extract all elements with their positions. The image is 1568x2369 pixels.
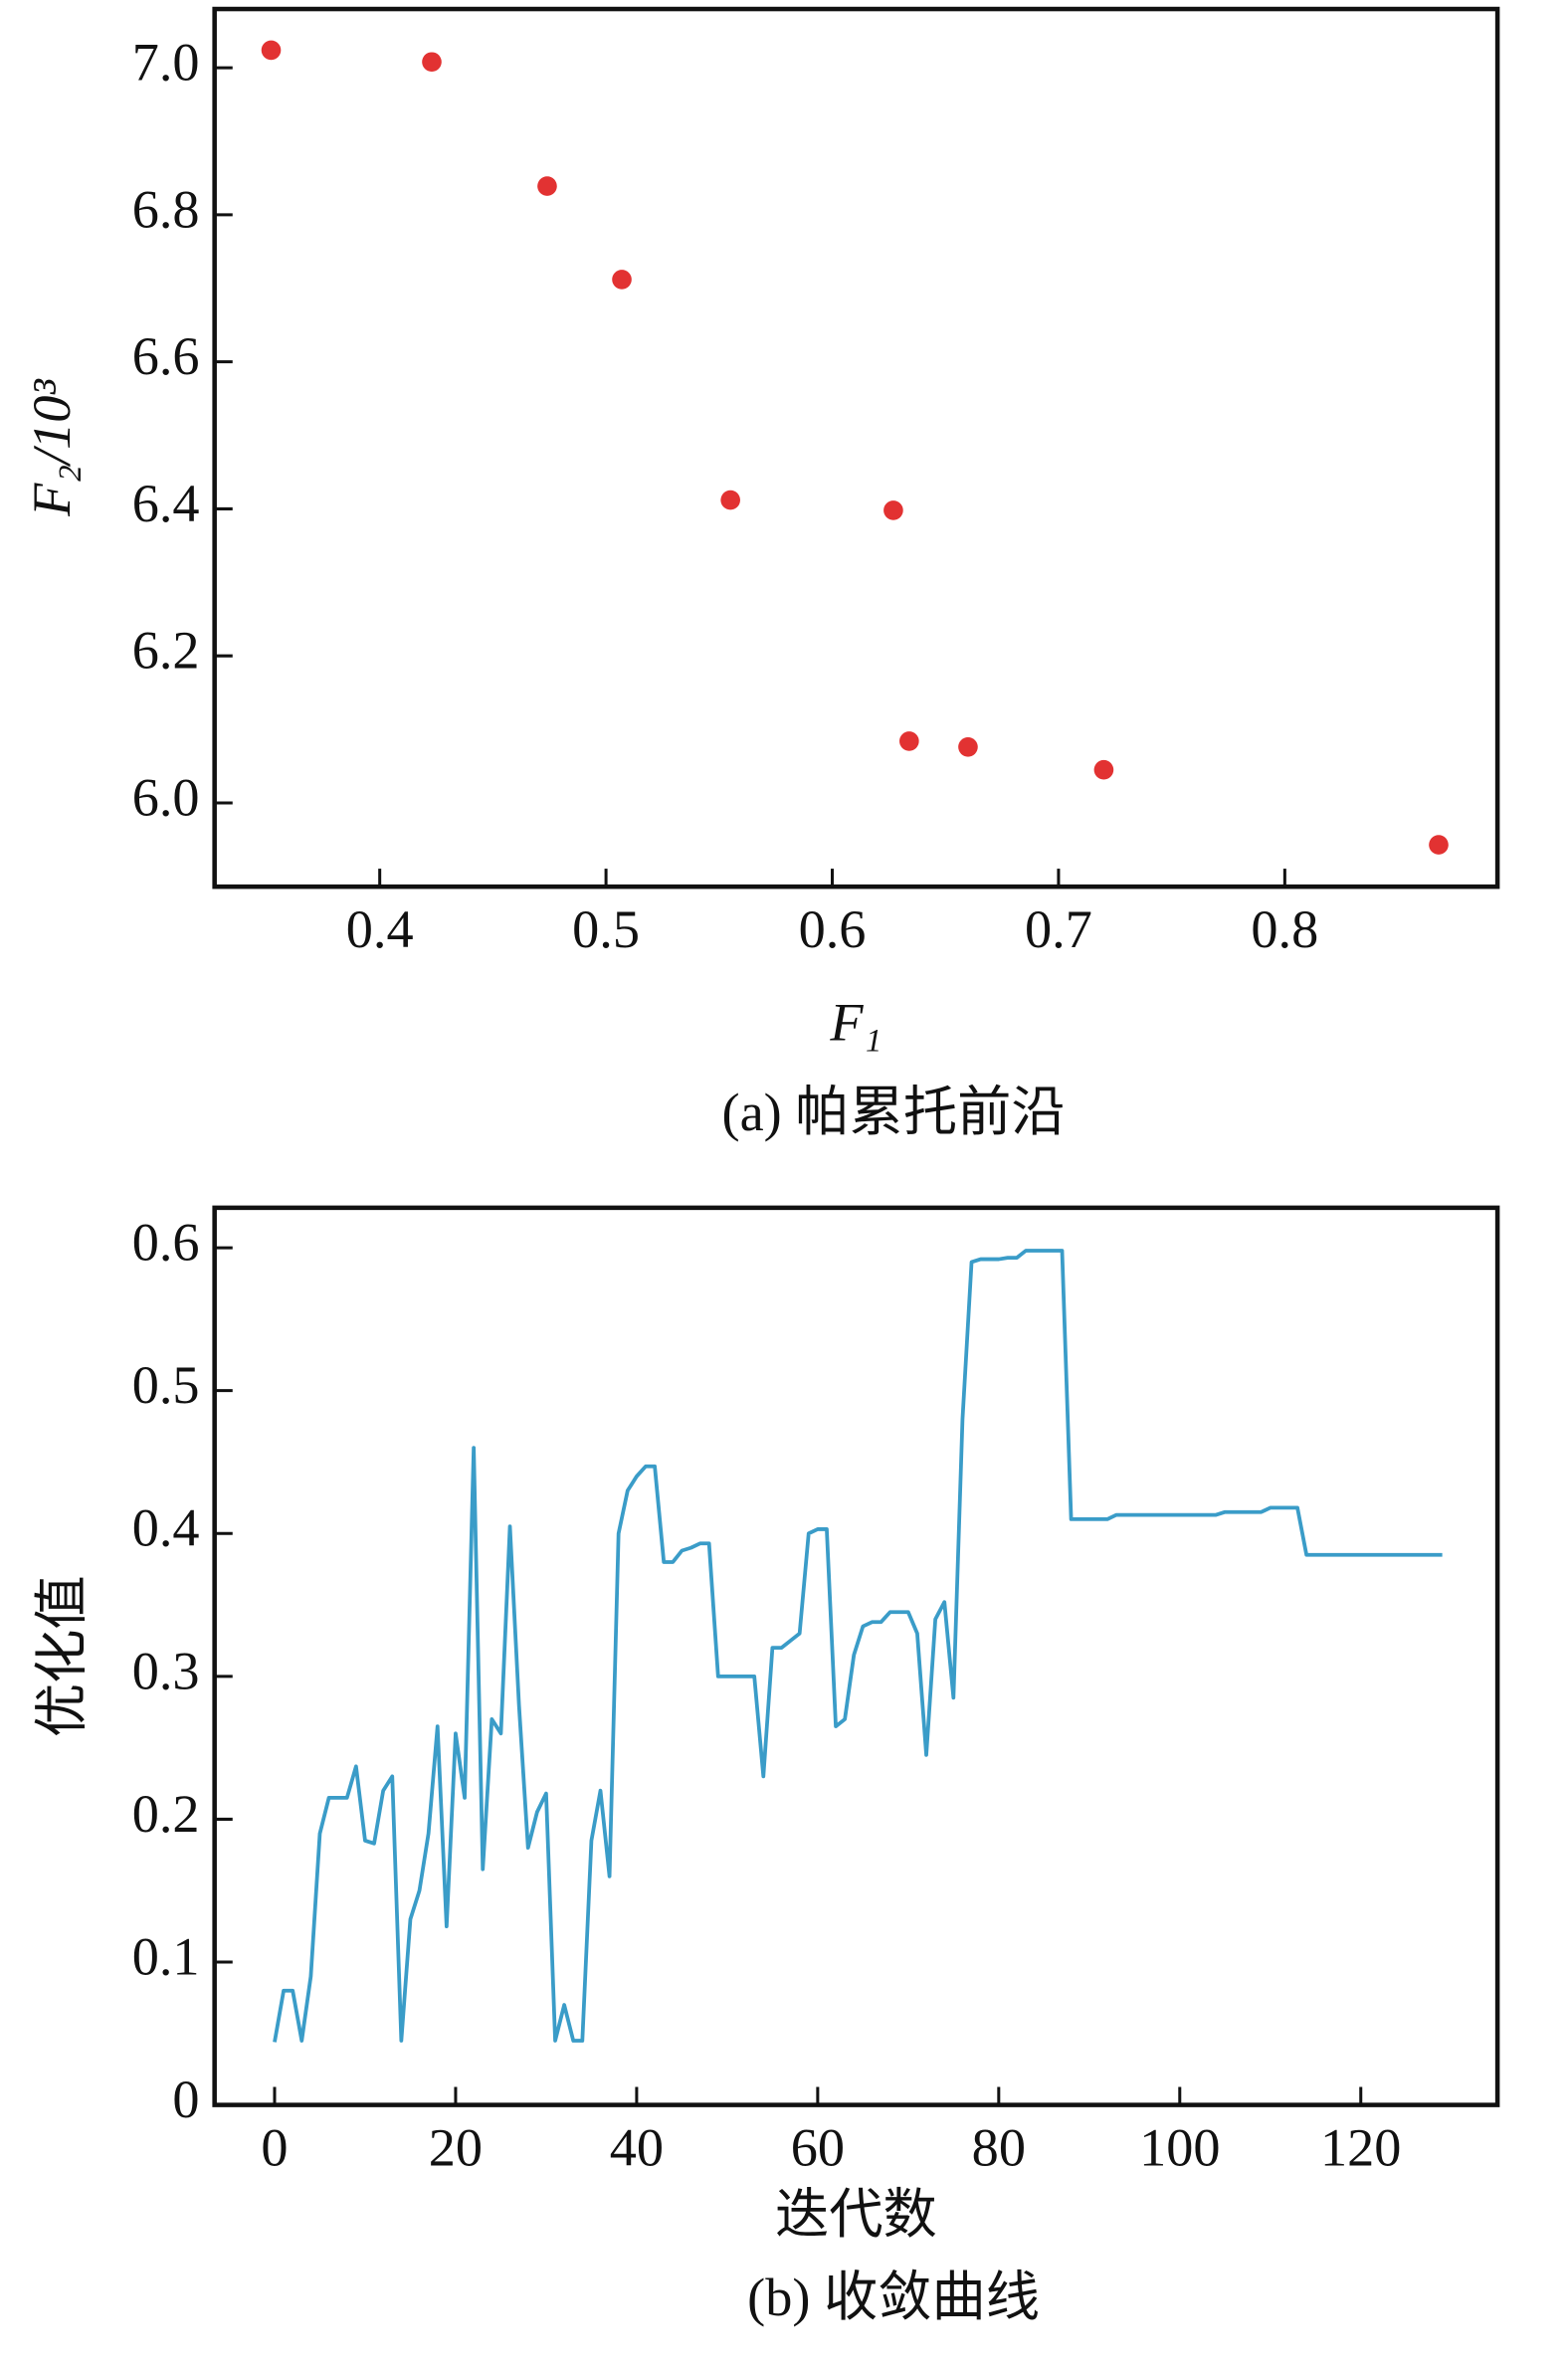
plot-frame — [212, 1205, 1500, 2107]
point — [1093, 759, 1114, 780]
x-axis-label: 迭代数 — [775, 2185, 937, 2245]
point — [883, 500, 903, 520]
line — [273, 1249, 1443, 2043]
x-tick-label: 100 — [1139, 2117, 1220, 2177]
x-tick-label: 0.6 — [799, 899, 867, 959]
x-tick-label: 120 — [1320, 2117, 1401, 2177]
y-tick-label: 0.3 — [132, 1641, 200, 1700]
y-tick-label: 6.6 — [132, 326, 200, 386]
point — [612, 270, 632, 290]
y-tick-label: 0.5 — [132, 1355, 200, 1415]
y-axis-label: F₂/10³ — [22, 379, 82, 517]
y-tick-label: 0 — [172, 2070, 199, 2129]
caption: (b) 收敛曲线 — [747, 2268, 1040, 2327]
point — [720, 490, 740, 510]
y-tick-label: 0.6 — [132, 1213, 200, 1273]
y-tick-label: 0.1 — [132, 1926, 200, 1986]
y-tick-label: 6.0 — [132, 767, 200, 827]
y-tick-label: 7.0 — [132, 33, 200, 93]
x-tick-label: 20 — [429, 2117, 483, 2177]
y-tick-label: 6.8 — [132, 179, 200, 239]
point — [422, 52, 442, 73]
y-tick-label: 0.4 — [132, 1498, 200, 1558]
x-tick-label: 0.5 — [572, 899, 640, 959]
point — [261, 40, 282, 61]
point — [537, 176, 557, 196]
y-tick-label: 6.2 — [132, 621, 200, 681]
x-tick-label: 0.7 — [1025, 899, 1092, 959]
y-tick-label: 0.2 — [132, 1784, 200, 1844]
point — [958, 737, 978, 757]
x-tick-label: 0.4 — [346, 899, 414, 959]
x-tick-label: 80 — [972, 2117, 1026, 2177]
x-axis-label: F₁ — [829, 992, 882, 1052]
y-tick-label: 6.4 — [132, 474, 200, 533]
x-tick-label: 40 — [610, 2117, 664, 2177]
y-axis-label: 优化值 — [32, 1575, 92, 1737]
x-tick-label: 0 — [261, 2117, 288, 2177]
plot-frame — [212, 6, 1500, 889]
x-tick-label: 60 — [791, 2117, 845, 2177]
caption: (a) 帕累托前沿 — [722, 1083, 1066, 1142]
x-tick-label: 0.8 — [1251, 899, 1318, 959]
point — [1429, 835, 1449, 855]
point — [899, 731, 919, 751]
